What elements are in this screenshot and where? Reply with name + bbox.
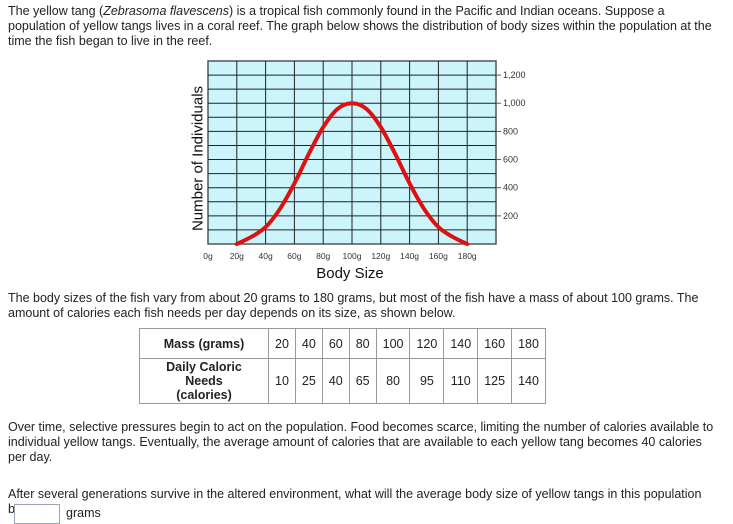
mass-cell: 60 <box>322 329 349 359</box>
calories-cell: 40 <box>322 359 349 404</box>
mass-cell: 160 <box>478 329 512 359</box>
calories-cell: 140 <box>512 359 546 404</box>
y-tick-label: 1,200 <box>503 70 526 80</box>
selective-pressure-paragraph: Over time, selective pressures begin to … <box>8 420 720 465</box>
calories-cell: 125 <box>478 359 512 404</box>
mass-cell: 20 <box>269 329 296 359</box>
x-tick-label: 180g <box>458 251 477 261</box>
calories-header: Daily Caloric Needs(calories) <box>140 359 269 404</box>
calories-cell: 95 <box>410 359 444 404</box>
calories-cell: 65 <box>349 359 376 404</box>
mass-cell: 80 <box>349 329 376 359</box>
calories-cell: 10 <box>269 359 296 404</box>
answer-unit: grams <box>66 506 101 520</box>
species-name: Zebrasoma flavescens <box>103 4 229 18</box>
x-axis-label: Body Size <box>200 265 500 282</box>
answer-input[interactable] <box>14 504 60 524</box>
question-text: After several generations survive in the… <box>8 487 720 517</box>
mass-cell: 180 <box>512 329 546 359</box>
x-tick-label: 0g <box>203 251 213 261</box>
mass-cell: 140 <box>444 329 478 359</box>
calories-cell: 80 <box>376 359 410 404</box>
body-size-paragraph: The body sizes of the fish vary from abo… <box>8 291 720 321</box>
y-tick-label: 400 <box>503 183 518 193</box>
calories-cell: 25 <box>295 359 322 404</box>
y-axis-label: Number of Individuals <box>190 79 207 239</box>
x-tick-label: 120g <box>371 251 390 261</box>
calories-cell: 110 <box>444 359 478 404</box>
x-tick-label: 80g <box>316 251 330 261</box>
x-tick-label: 60g <box>287 251 301 261</box>
y-tick-label: 800 <box>503 126 518 136</box>
intro-paragraph: The yellow tang (Zebrasoma flavescens) i… <box>8 4 720 49</box>
mass-cell: 100 <box>376 329 410 359</box>
mass-cell: 120 <box>410 329 444 359</box>
y-tick-label: 600 <box>503 155 518 165</box>
body-size-chart: 200 400 600 800 1,000 1,200 0g 20g 40g 60g 80g 100g… <box>180 58 540 288</box>
mass-header: Mass (grams) <box>140 329 269 359</box>
y-tick-label: 200 <box>503 211 518 221</box>
x-tick-label: 140g <box>400 251 419 261</box>
x-tick-label: 160g <box>429 251 448 261</box>
y-tick-label: 1,000 <box>503 98 526 108</box>
x-tick-label: 40g <box>259 251 273 261</box>
x-tick-label: 100g <box>343 251 362 261</box>
mass-row: Mass (grams) 20 40 60 80 100 120 140 160… <box>140 329 546 359</box>
x-tick-label: 20g <box>230 251 244 261</box>
mass-cell: 40 <box>295 329 322 359</box>
calories-row: Daily Caloric Needs(calories) 10 25 40 6… <box>140 359 546 404</box>
caloric-needs-table: Mass (grams) 20 40 60 80 100 120 140 160… <box>139 328 546 404</box>
chart-svg: 200 400 600 800 1,000 1,200 0g 20g 40g 60g 80g 100g… <box>180 58 540 288</box>
